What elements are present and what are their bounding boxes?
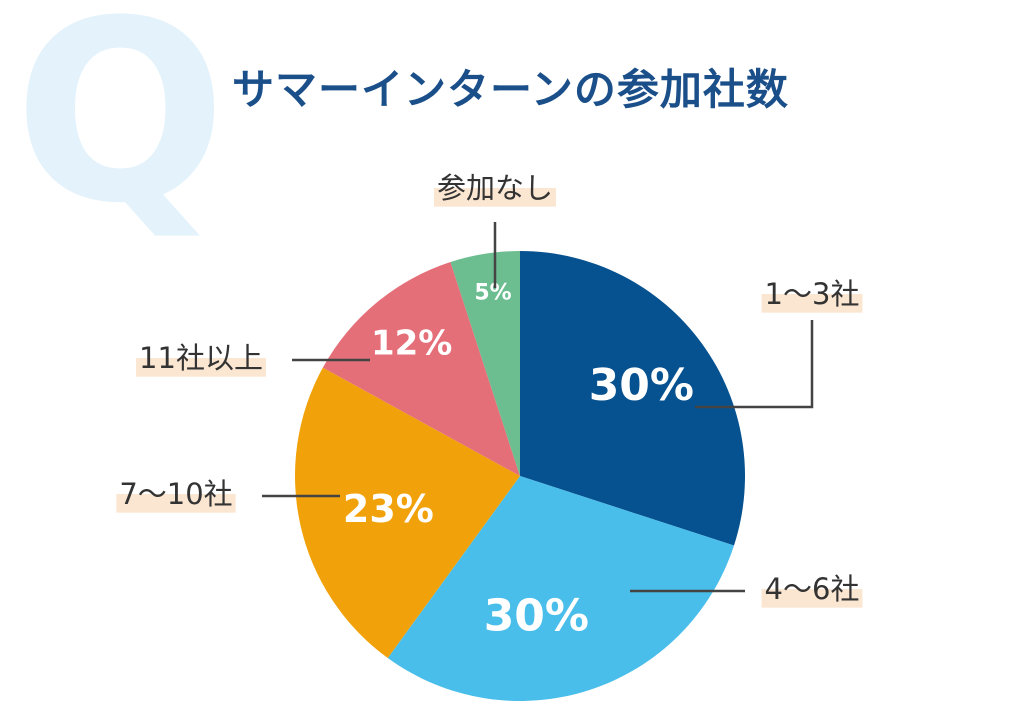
label-highlight (761, 294, 863, 313)
slice-value-label: 5% (474, 280, 511, 305)
pie-slice (295, 367, 520, 659)
slice-value-label: 23% (343, 487, 434, 531)
category-label-text: 1〜3社 (765, 277, 860, 311)
q-decorative-letter: Q (14, 0, 227, 258)
label-highlight (136, 358, 266, 377)
category-label: 4〜6社 (761, 572, 863, 608)
label-highlight (433, 188, 557, 207)
label-highlight (116, 494, 236, 513)
category-label-text: 参加なし (437, 171, 553, 205)
category-label-text: 4〜6社 (765, 572, 860, 606)
leader-lines (262, 222, 814, 593)
slice-value-label: 12% (371, 324, 452, 364)
slice-value-label: 30% (484, 591, 589, 642)
category-label: 1〜3社 (761, 277, 863, 313)
leader-line (695, 320, 814, 409)
pie-slice (387, 476, 734, 701)
category-labels: 1〜3社 4〜6社 7〜10社 11社以上 参加なし (116, 171, 863, 608)
category-label: 参加なし (433, 171, 557, 207)
category-label-text: 7〜10社 (119, 477, 232, 511)
pie-slices (295, 251, 745, 701)
label-highlight (761, 589, 863, 608)
chart-title: サマーインターンの参加社数 (232, 65, 789, 114)
pie-value-labels: 30% 30% 23% 12% 5% (343, 280, 694, 641)
pie-slice (520, 251, 745, 546)
category-label: 11社以上 (136, 341, 266, 377)
pie-slice (322, 262, 520, 476)
pie-slice (450, 251, 520, 476)
category-label-text: 11社以上 (139, 341, 263, 375)
category-label: 7〜10社 (116, 477, 236, 513)
slice-value-label: 30% (589, 360, 694, 411)
